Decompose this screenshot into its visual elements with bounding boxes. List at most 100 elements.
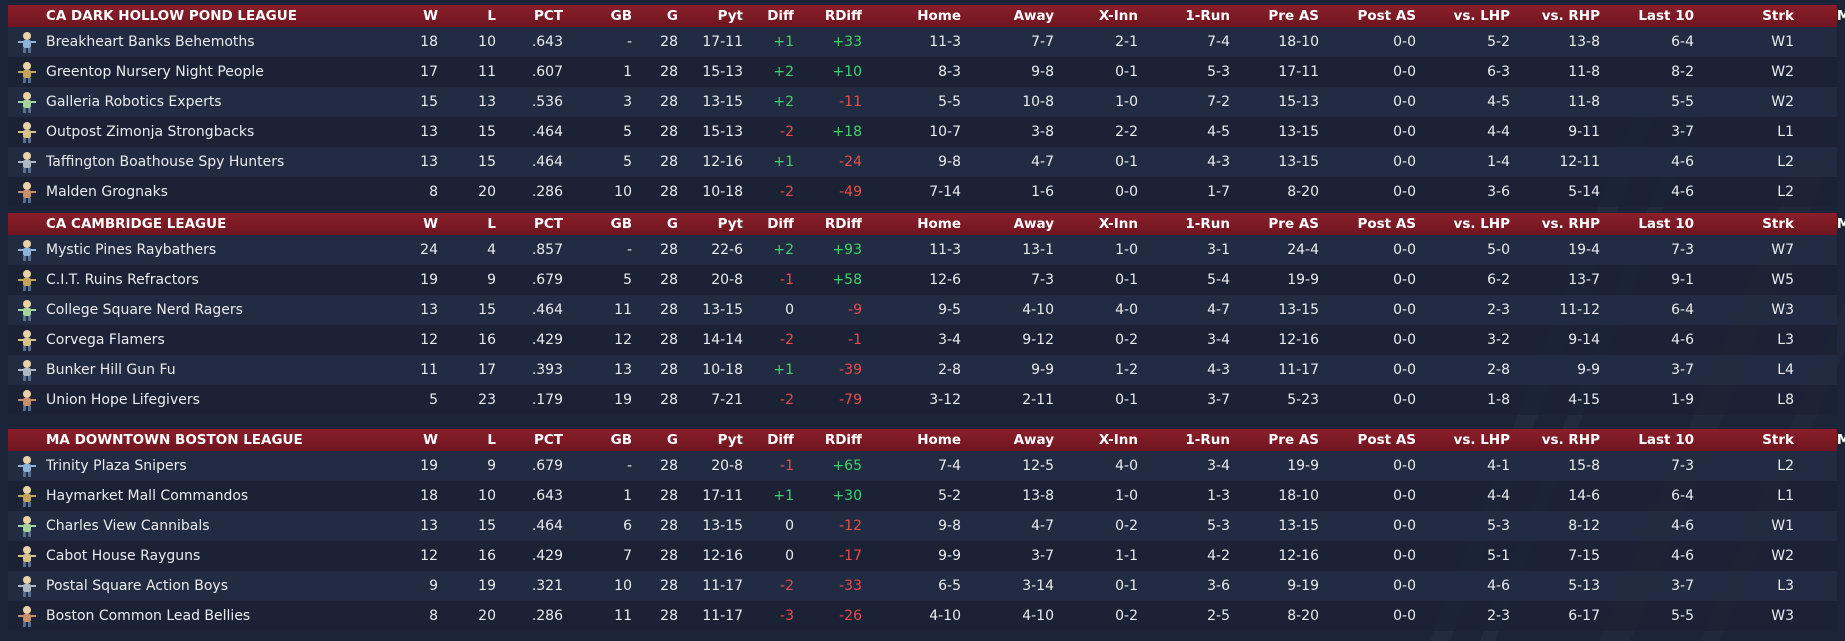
team-row[interactable]: Galleria Robotics Experts 15 13 .536 3 28 13-1…: [8, 87, 1837, 117]
team-row[interactable]: Breakheart Banks Behemoths 18 10 .643 - 28 17-…: [8, 27, 1837, 57]
column-header-pct[interactable]: PCT: [533, 216, 563, 232]
column-header-strk[interactable]: Strk: [1762, 216, 1794, 232]
team-row[interactable]: Haymarket Mall Commandos 18 10 .643 1 28 17-11…: [8, 481, 1837, 511]
column-header-vrhp[interactable]: vs. RHP: [1541, 432, 1600, 448]
team-row[interactable]: Cabot House Rayguns 12 16 .429 7 28 12-16 0 -17 9…: [8, 541, 1837, 571]
cell-home: 3-12: [929, 392, 961, 408]
column-header-preas[interactable]: Pre AS: [1268, 432, 1319, 448]
column-header-vlhp[interactable]: vs. LHP: [1453, 216, 1510, 232]
team-row[interactable]: Greentop Nursery Night People 17 11 .607 1 28…: [8, 57, 1837, 87]
column-header-l[interactable]: L: [487, 216, 496, 232]
column-header-postas[interactable]: Post AS: [1357, 216, 1416, 232]
cell-diff: 0: [785, 548, 794, 564]
team-name[interactable]: Boston Common Lead Bellies: [46, 608, 251, 624]
team-row[interactable]: Malden Grognaks 8 20 .286 10 28 10-18 -2 -49 7-14…: [8, 177, 1837, 207]
cell-home: 7-14: [929, 184, 961, 200]
cell-rdiff: -49: [839, 184, 862, 200]
team-row[interactable]: Postal Square Action Boys 9 19 .321 10 28 11-1…: [8, 571, 1837, 601]
team-name[interactable]: Union Hope Lifegivers: [46, 392, 200, 408]
team-name[interactable]: Charles View Cannibals: [46, 518, 210, 534]
column-header-diff[interactable]: Diff: [767, 8, 794, 24]
column-header-rdiff[interactable]: RDiff: [824, 216, 862, 232]
team-name[interactable]: Postal Square Action Boys: [46, 578, 228, 594]
column-header-vlhp[interactable]: vs. LHP: [1453, 432, 1510, 448]
column-header-xinn[interactable]: X-Inn: [1098, 216, 1138, 232]
column-header-pyt[interactable]: Pyt: [717, 8, 743, 24]
column-header-away[interactable]: Away: [1013, 432, 1054, 448]
team-name[interactable]: Trinity Plaza Snipers: [46, 458, 187, 474]
column-header-last10[interactable]: Last 10: [1638, 216, 1694, 232]
column-header-rdiff[interactable]: RDiff: [824, 8, 862, 24]
team-name[interactable]: Galleria Robotics Experts: [46, 94, 222, 110]
team-row[interactable]: Charles View Cannibals 13 15.464 6 28 13-15 0-…: [8, 511, 1837, 541]
column-header-gb[interactable]: GB: [610, 8, 632, 24]
team-row[interactable]: C.I.T. Ruins Refractors 19 9 .679 5 28 20-8 -1 +…: [8, 265, 1837, 295]
column-header-onerun[interactable]: 1-Run: [1185, 216, 1230, 232]
column-header-gb[interactable]: GB: [610, 216, 632, 232]
team-row[interactable]: Taffington Boathouse Spy Hunters 13 15 .464…: [8, 147, 1837, 177]
column-header-strk[interactable]: Strk: [1762, 8, 1794, 24]
column-header-away[interactable]: Away: [1013, 216, 1054, 232]
column-header-l[interactable]: L: [487, 432, 496, 448]
column-header-postas[interactable]: Post AS: [1357, 8, 1416, 24]
column-header-preas[interactable]: Pre AS: [1268, 216, 1319, 232]
team-row[interactable]: Boston Common Lead Bellies 8 20 .286 11 28 11-…: [8, 601, 1837, 631]
column-header-g[interactable]: G: [666, 8, 678, 24]
league-header: CA DARK HOLLOW POND LEAGUE W L PCT GB G Pyt Dif…: [8, 5, 1845, 27]
column-header-l[interactable]: L: [487, 8, 496, 24]
column-header-vrhp[interactable]: vs. RHP: [1541, 8, 1600, 24]
column-header-onerun[interactable]: 1-Run: [1185, 8, 1230, 24]
column-header-strk[interactable]: Strk: [1762, 432, 1794, 448]
column-header-home[interactable]: Home: [917, 216, 961, 232]
team-row[interactable]: College Square Nerd Ragers 13 15 .464 11 28 13…: [8, 295, 1837, 325]
team-name[interactable]: Malden Grognaks: [46, 184, 168, 200]
column-header-home[interactable]: Home: [917, 432, 961, 448]
team-name[interactable]: Cabot House Rayguns: [46, 548, 201, 564]
team-name[interactable]: Corvega Flamers: [46, 332, 165, 348]
column-header-last10[interactable]: Last 10: [1638, 432, 1694, 448]
team-name[interactable]: Outpost Zimonja Strongbacks: [46, 124, 255, 140]
team-row[interactable]: Corvega Flamers 12 16 .429 12 28 14-14 -2 -1 3-4 9…: [8, 325, 1837, 355]
column-header-w[interactable]: W: [423, 432, 438, 448]
team-name[interactable]: Bunker Hill Gun Fu: [46, 362, 176, 378]
team-name[interactable]: Haymarket Mall Commandos: [46, 488, 249, 504]
column-header-magic[interactable]: Magic#: [1836, 216, 1845, 232]
column-header-last10[interactable]: Last 10: [1638, 8, 1694, 24]
column-header-gb[interactable]: GB: [610, 432, 632, 448]
team-name[interactable]: College Square Nerd Ragers: [46, 302, 243, 318]
column-header-diff[interactable]: Diff: [767, 216, 794, 232]
column-header-xinn[interactable]: X-Inn: [1098, 8, 1138, 24]
cell-diff: +2: [773, 94, 794, 110]
team-name[interactable]: Greentop Nursery Night People: [46, 64, 264, 80]
column-header-g[interactable]: G: [666, 216, 678, 232]
column-header-preas[interactable]: Pre AS: [1268, 8, 1319, 24]
column-header-home[interactable]: Home: [917, 8, 961, 24]
column-header-g[interactable]: G: [666, 432, 678, 448]
column-header-vrhp[interactable]: vs. RHP: [1541, 216, 1600, 232]
column-header-magic[interactable]: Magic#: [1836, 432, 1845, 448]
column-header-pyt[interactable]: Pyt: [717, 432, 743, 448]
column-header-w[interactable]: W: [423, 216, 438, 232]
column-header-xinn[interactable]: X-Inn: [1098, 432, 1138, 448]
column-header-w[interactable]: W: [423, 8, 438, 24]
column-header-postas[interactable]: Post AS: [1357, 432, 1416, 448]
cell-g: 28: [660, 392, 678, 408]
column-header-onerun[interactable]: 1-Run: [1185, 432, 1230, 448]
team-row[interactable]: Trinity Plaza Snipers 19 9 .679 - 28 20-8 -1 +65…: [8, 451, 1837, 481]
column-header-diff[interactable]: Diff: [767, 432, 794, 448]
column-header-pyt[interactable]: Pyt: [717, 216, 743, 232]
column-header-vlhp[interactable]: vs. LHP: [1453, 8, 1510, 24]
team-row[interactable]: Bunker Hill Gun Fu 11 17 .393 13 28 10-18 +1 -39…: [8, 355, 1837, 385]
team-name[interactable]: Breakheart Banks Behemoths: [46, 34, 255, 50]
team-row[interactable]: Mystic Pines Raybathers 24 4 .857 - 28 22-6 +2 +…: [8, 235, 1837, 265]
team-name[interactable]: Mystic Pines Raybathers: [46, 242, 217, 258]
column-header-away[interactable]: Away: [1013, 8, 1054, 24]
column-header-pct[interactable]: PCT: [533, 8, 563, 24]
team-row[interactable]: Outpost Zimonja Strongbacks 13 15 .464 5 28 15…: [8, 117, 1837, 147]
team-row[interactable]: Union Hope Lifegivers 5 23 .179 19 28 7-21 -2 -7…: [8, 385, 1837, 415]
team-name[interactable]: Taffington Boathouse Spy Hunters: [46, 154, 285, 170]
column-header-magic[interactable]: Magic#: [1836, 8, 1845, 24]
column-header-pct[interactable]: PCT: [533, 432, 563, 448]
column-header-rdiff[interactable]: RDiff: [824, 432, 862, 448]
team-name[interactable]: C.I.T. Ruins Refractors: [46, 272, 199, 288]
